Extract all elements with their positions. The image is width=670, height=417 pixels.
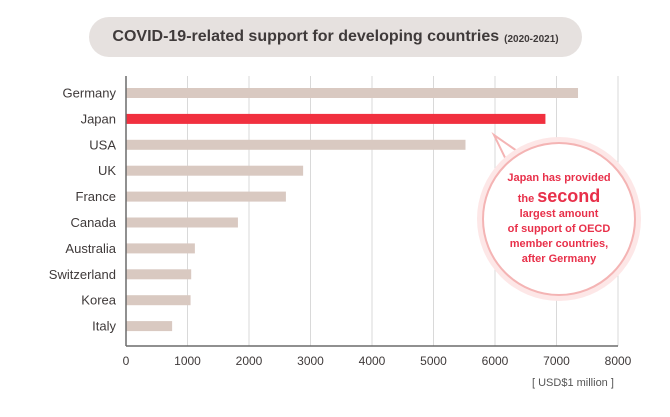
callout-emphasis: second xyxy=(537,186,601,206)
bar xyxy=(126,88,579,98)
y-category-label: Canada xyxy=(70,215,116,230)
bar xyxy=(126,269,192,280)
bar xyxy=(126,113,546,124)
x-tick-label: 1000 xyxy=(174,354,201,368)
labels: 0 1000 2000 3000 4000 5000 6000 7000 8000 Germany… xyxy=(49,86,632,369)
callout-pre: the xyxy=(517,193,535,205)
chart-subtitle: (2020-2021) xyxy=(504,33,559,45)
bar xyxy=(126,139,466,150)
axes xyxy=(125,76,618,347)
x-tick-label: 6000 xyxy=(482,354,509,368)
chart-title: COVID-19-related support for developing … xyxy=(89,17,582,57)
y-category-label: UK xyxy=(98,163,116,178)
x-tick-label: 3000 xyxy=(297,354,324,368)
y-category-label: USA xyxy=(89,137,116,152)
callout-line-1: Japan has provided xyxy=(507,172,611,184)
x-tick-label: 5000 xyxy=(420,354,447,368)
bar xyxy=(126,295,191,306)
y-category-label: Japan xyxy=(81,111,116,126)
y-category-label: Australia xyxy=(65,241,116,256)
bar xyxy=(126,165,304,176)
x-tick-label: 2000 xyxy=(236,354,263,368)
unit-label: [ USD$1 million ] xyxy=(532,377,614,389)
x-tick-label: 4000 xyxy=(359,354,386,368)
y-category-label: France xyxy=(76,189,116,204)
bar xyxy=(126,191,286,202)
bars xyxy=(126,88,579,332)
y-category-label: Korea xyxy=(81,293,116,308)
callout-line-5: member countries, xyxy=(509,238,609,250)
x-tick-label: 7000 xyxy=(543,354,570,368)
callout-line-3: largest amount xyxy=(519,208,599,220)
y-category-label: Switzerland xyxy=(49,267,116,282)
x-tick-label: 0 xyxy=(123,354,130,368)
callout-line-4: of support of OECD xyxy=(507,223,611,235)
bar xyxy=(126,217,238,228)
callout-bubble: Japan has provided the second largest am… xyxy=(482,142,636,296)
bar xyxy=(126,243,195,254)
y-category-label: Germany xyxy=(63,86,117,101)
chart-title-text: COVID-19-related support for developing … xyxy=(112,28,500,45)
callout-line-6: after Germany xyxy=(521,253,597,265)
x-tick-label: 8000 xyxy=(605,354,632,368)
y-category-label: Italy xyxy=(92,319,116,334)
bar xyxy=(126,321,173,332)
